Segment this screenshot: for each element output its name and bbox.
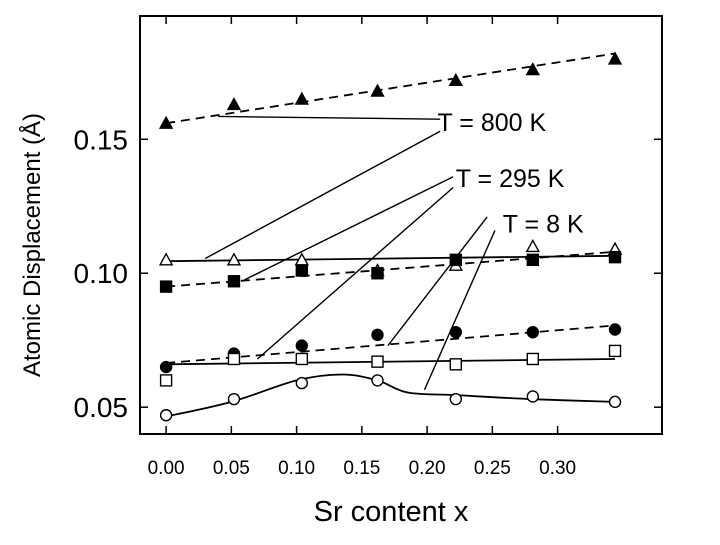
series-line — [165, 52, 616, 125]
annotation-labels: T = 800 KT = 800 KT = 295 KT = 295 KT = … — [435, 106, 587, 242]
data-point — [525, 62, 540, 76]
annotation-leader — [218, 115, 441, 120]
annotation-leader — [387, 216, 488, 347]
data-point — [227, 392, 241, 406]
data-point — [227, 352, 241, 366]
y-tick-label: 0.05 — [74, 392, 129, 423]
data-point — [526, 253, 540, 267]
data-point — [449, 392, 463, 406]
data-point — [227, 275, 241, 288]
annotation-leader — [256, 186, 454, 360]
series-line — [166, 250, 616, 288]
series-line — [166, 358, 616, 366]
data-point — [449, 358, 463, 371]
annotation-label: T = 295 K — [456, 165, 565, 193]
y-axis-label: Atomic Displacement (Å) — [18, 113, 46, 377]
series-line — [166, 324, 616, 364]
data-point — [158, 115, 174, 129]
data-point — [371, 374, 384, 387]
annotation-label-halo: T = 8 K — [503, 211, 584, 239]
data-point — [607, 51, 623, 65]
data-point — [449, 253, 463, 267]
data-point — [159, 280, 173, 293]
data-point — [159, 409, 173, 422]
annotation-leader — [423, 230, 496, 391]
data-point — [371, 328, 384, 342]
data-point — [608, 323, 622, 336]
axis-ticks: 0.00 0.05 0.10 0.15 0.20 0.25 0.30 0.05 0.10 0.15 — [74, 16, 662, 479]
annotation-leader — [204, 130, 441, 260]
data-point — [608, 395, 622, 409]
data-point — [526, 325, 540, 339]
data-point — [294, 91, 309, 105]
data-point — [526, 352, 540, 366]
data-point — [295, 264, 309, 277]
y-tick-label: 0.15 — [74, 124, 129, 155]
data-point — [295, 352, 309, 366]
data-point — [370, 83, 385, 97]
data-point — [295, 376, 309, 390]
x-tick-label: 0.10 — [278, 458, 315, 479]
data-point — [371, 355, 384, 368]
annotation-label-halo: T = 295 K — [456, 165, 565, 193]
y-tick-label: 0.10 — [74, 258, 129, 289]
annotation-label: T = 800 K — [438, 109, 547, 137]
data-point — [159, 360, 173, 374]
data-point — [159, 374, 173, 387]
x-tick-label: 0.20 — [409, 458, 446, 479]
data-point — [608, 344, 622, 358]
annotation-leader — [244, 176, 454, 281]
data-point — [526, 390, 540, 403]
x-tick-label: 0.05 — [213, 458, 250, 479]
data-point — [525, 238, 540, 253]
data-point — [371, 267, 384, 280]
data-point — [226, 96, 242, 111]
data-point — [449, 325, 463, 339]
data-point — [295, 339, 309, 352]
annotation-leaders — [204, 115, 496, 391]
x-tick-label: 0.00 — [148, 458, 185, 479]
data-point — [158, 252, 174, 266]
data-point — [226, 252, 242, 266]
annotation-label-halo: T = 800 K — [438, 109, 547, 137]
x-tick-label: 0.25 — [474, 458, 511, 479]
annotation-label: T = 8 K — [503, 211, 584, 239]
x-axis-label: Sr content x — [314, 496, 469, 528]
data-markers — [158, 51, 623, 422]
plot-frame — [139, 15, 663, 435]
data-point — [608, 250, 622, 264]
x-tick-label: 0.15 — [343, 458, 380, 479]
data-point — [448, 72, 463, 87]
series-lines — [165, 52, 616, 418]
x-tick-label: 0.30 — [539, 458, 576, 479]
